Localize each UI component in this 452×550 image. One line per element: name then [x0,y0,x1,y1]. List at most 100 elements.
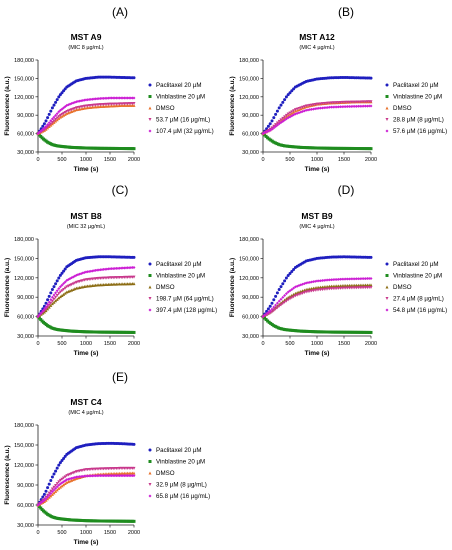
data-point [317,146,321,150]
data-point [52,488,56,492]
data-point [290,287,294,291]
legend-marker [148,494,152,498]
data-point [349,104,353,108]
data-point [132,255,136,259]
data-point [322,102,326,106]
legend-marker [148,95,152,98]
data-point [313,288,317,292]
x-tick-label: 2000 [365,157,377,163]
data-point [283,115,287,119]
data-point [351,104,355,108]
data-point [273,324,277,328]
data-point [84,474,88,478]
data-point [320,146,324,150]
chart-subtitle: (MIC 4 µg/mL) [299,45,334,51]
data-point [52,115,56,119]
legend-marker [385,274,389,277]
legend-label: Paclitaxel 20 µM [156,447,202,454]
data-point [353,277,357,281]
data-point [49,494,53,498]
legend-label: 53.7 µM (16 µg/mL) [156,117,210,124]
legend-label: Paclitaxel 20 µM [393,261,439,268]
data-point [332,146,336,150]
panel-label: (A) [112,5,128,19]
data-point [47,495,51,499]
data-point [302,105,306,109]
data-point [71,107,75,111]
legend-label: 28.8 µM (8 µg/mL) [393,117,444,124]
chart-subtitle: (MIC 32 µg/mL) [67,224,105,230]
data-point [113,266,117,270]
data-point [327,330,331,334]
legend-marker [148,285,152,289]
data-point [98,474,102,478]
data-point [52,300,56,304]
x-tick-label: 0 [36,530,39,536]
data-point [369,276,373,280]
y-tick-label: 90,000 [17,295,34,301]
data-point [360,330,364,334]
data-point [326,146,330,150]
data-point [362,277,366,281]
data-point [277,304,281,308]
data-point [284,113,288,117]
data-point [44,305,48,309]
data-point [279,303,283,307]
x-axis-title: Time (s) [74,539,99,546]
data-point [57,116,61,120]
data-point [293,145,297,149]
x-tick-label: 1000 [311,157,323,163]
data-point [57,110,61,114]
chart-panel-5: (E) MST C4 (MIC 4 µg/mL) 30,000 60,000 90,000… [4,370,210,546]
data-point [42,122,46,126]
data-point [63,280,67,284]
data-point [105,96,109,100]
data-point [106,474,110,478]
y-tick-label: 120,000 [14,95,34,101]
data-point [114,266,118,270]
data-point [324,106,328,110]
data-point [338,330,342,334]
data-point [283,118,287,122]
data-point [264,134,268,138]
data-point [266,319,270,323]
data-point [50,106,54,110]
data-point [277,122,281,126]
data-point [317,288,321,292]
y-tick-label: 30,000 [17,150,34,156]
chart-panel-3: (C) MST B8 (MIC 32 µg/mL) 30,000 60,000 90,00… [4,183,217,357]
data-point [126,474,130,478]
data-point [266,124,270,128]
data-point [340,105,344,109]
data-point [313,102,317,106]
data-point [46,303,50,307]
data-point [268,309,272,313]
data-point [49,109,53,113]
data-point [295,293,299,297]
data-point [360,277,364,281]
y-tick-label: 180,000 [14,58,34,64]
data-point [280,143,284,147]
data-point [116,474,120,478]
data-point [272,305,276,309]
legend-marker [148,297,152,300]
x-tick-label: 1000 [311,341,323,347]
data-point [54,483,58,487]
y-axis-title: Fluorescence (a.u.) [4,445,11,504]
chart-subtitle: (MIC 8 µg/mL) [68,45,103,51]
legend-label: Vinblastine 20 µM [393,94,442,101]
data-point [284,276,288,280]
data-point [132,96,136,100]
data-point [290,110,294,114]
data-point [306,146,310,150]
data-point [337,105,341,109]
data-point [87,474,91,478]
legend-marker [148,308,152,312]
data-point [44,119,48,123]
data-point [47,305,51,309]
data-point [319,106,323,110]
data-point [58,285,62,289]
data-point [364,277,368,281]
data-point [272,116,276,120]
data-point [132,442,136,446]
